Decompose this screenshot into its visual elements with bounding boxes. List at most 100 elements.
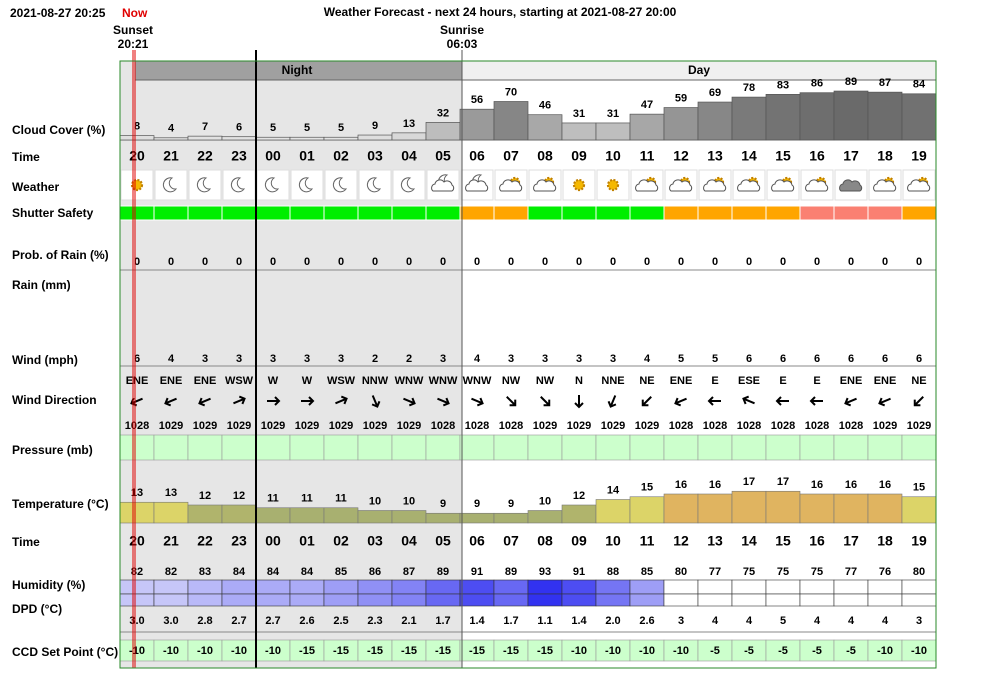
shutter-cell (289, 205, 325, 221)
hour: 18 (877, 148, 893, 164)
wind-arrow (809, 396, 823, 406)
shutter-cell (663, 205, 699, 221)
cloud-value: 8 (134, 121, 140, 133)
wind: 3 (576, 353, 582, 365)
humidity-value: 89 (437, 566, 449, 578)
humidity-cell (527, 579, 563, 595)
cloud-bar (425, 122, 461, 141)
hour: 02 (333, 533, 349, 549)
temp-bar (731, 490, 767, 524)
temp-bar (901, 496, 937, 524)
hour: 00 (265, 148, 281, 164)
weather-icon (839, 179, 863, 192)
humidity-value: 84 (233, 566, 246, 578)
weather-icon (669, 176, 693, 192)
weather-cell (596, 169, 630, 201)
humidity-value: 80 (675, 566, 687, 578)
temp-bar (697, 493, 733, 524)
wind-arrow (674, 397, 687, 407)
hour: 15 (775, 148, 791, 164)
weather-cell (290, 169, 324, 201)
cloud-value: 5 (304, 122, 310, 134)
arrow (809, 396, 823, 406)
shutter-cell (119, 205, 155, 221)
row-label: Temperature (°C) (12, 497, 109, 511)
moon (332, 177, 348, 193)
row-label: Rain (mm) (12, 278, 71, 292)
pressure-cell (221, 434, 257, 461)
wind-dir: W (302, 375, 313, 387)
pressure-cell (255, 434, 291, 461)
cloud-value: 59 (675, 92, 687, 104)
arrow (471, 397, 484, 407)
wind-dir: ENE (840, 375, 863, 387)
hour: 23 (231, 533, 247, 549)
weather-icon (431, 174, 455, 192)
dpd-value: 1.7 (435, 615, 450, 627)
humidity-cell (697, 579, 733, 595)
dpd-value: 4 (712, 615, 719, 627)
weather-icon (162, 177, 178, 193)
pressure-value: 1029 (261, 420, 285, 432)
hour: 08 (537, 533, 553, 549)
temp-bar (221, 504, 257, 524)
dpd-cell (119, 593, 155, 607)
wind: 3 (542, 353, 548, 365)
hour: 16 (809, 533, 825, 549)
wind: 6 (882, 353, 888, 365)
pressure-cell (391, 434, 427, 461)
wind-dir: WSW (225, 375, 254, 387)
pressure-value: 1028 (771, 420, 795, 432)
temp-bar (493, 512, 529, 524)
wind: 6 (780, 353, 786, 365)
shutter-cell (527, 205, 563, 221)
hour: 14 (741, 148, 757, 164)
weather-icon (499, 176, 523, 192)
arrow (878, 397, 891, 407)
hour: 21 (163, 533, 179, 549)
humidity-value: 91 (573, 566, 585, 578)
shutter-cell (391, 205, 427, 221)
hour: 17 (843, 533, 859, 549)
datetime: 2021-08-27 20:25 (10, 6, 106, 20)
moon (264, 177, 280, 193)
hour: 06 (469, 533, 485, 549)
temp-bar (391, 510, 427, 524)
wind-arrow (301, 396, 315, 406)
row-label: Time (12, 535, 40, 549)
rain-prob: 0 (916, 256, 922, 268)
cloud-value: 4 (168, 123, 175, 135)
weather-icon (533, 176, 557, 192)
cloud-bar (561, 122, 597, 141)
weather-cell (188, 169, 222, 201)
shutter-cell (153, 205, 189, 221)
humidity-cell (731, 579, 767, 595)
title: Weather Forecast - next 24 hours, starti… (324, 5, 677, 19)
humidity-cell (357, 579, 393, 595)
weather-icon (366, 177, 382, 193)
humidity-cell (799, 579, 835, 595)
humidity-cell (765, 579, 801, 595)
arrow (641, 396, 652, 407)
cloud-value: 9 (372, 120, 378, 132)
ccd-value: -15 (435, 645, 451, 657)
moon (230, 177, 246, 193)
wind-dir: E (779, 375, 786, 387)
pressure-value: 1029 (601, 420, 625, 432)
weather-cell (256, 169, 290, 201)
cloud-value: 78 (743, 82, 755, 94)
temp-value: 15 (641, 482, 653, 494)
dpd-cell (527, 593, 563, 607)
cloud (703, 179, 727, 192)
weather-icon (737, 176, 761, 192)
wind: 6 (746, 353, 752, 365)
wind-arrow (471, 397, 484, 407)
wind-arrow (198, 397, 211, 407)
arrow (335, 395, 348, 405)
humidity-value: 87 (403, 566, 415, 578)
cloud (431, 179, 455, 192)
arrow (775, 396, 789, 406)
night-label: Night (282, 63, 313, 77)
cloud-bar (119, 135, 155, 141)
humidity-value: 77 (845, 566, 857, 578)
